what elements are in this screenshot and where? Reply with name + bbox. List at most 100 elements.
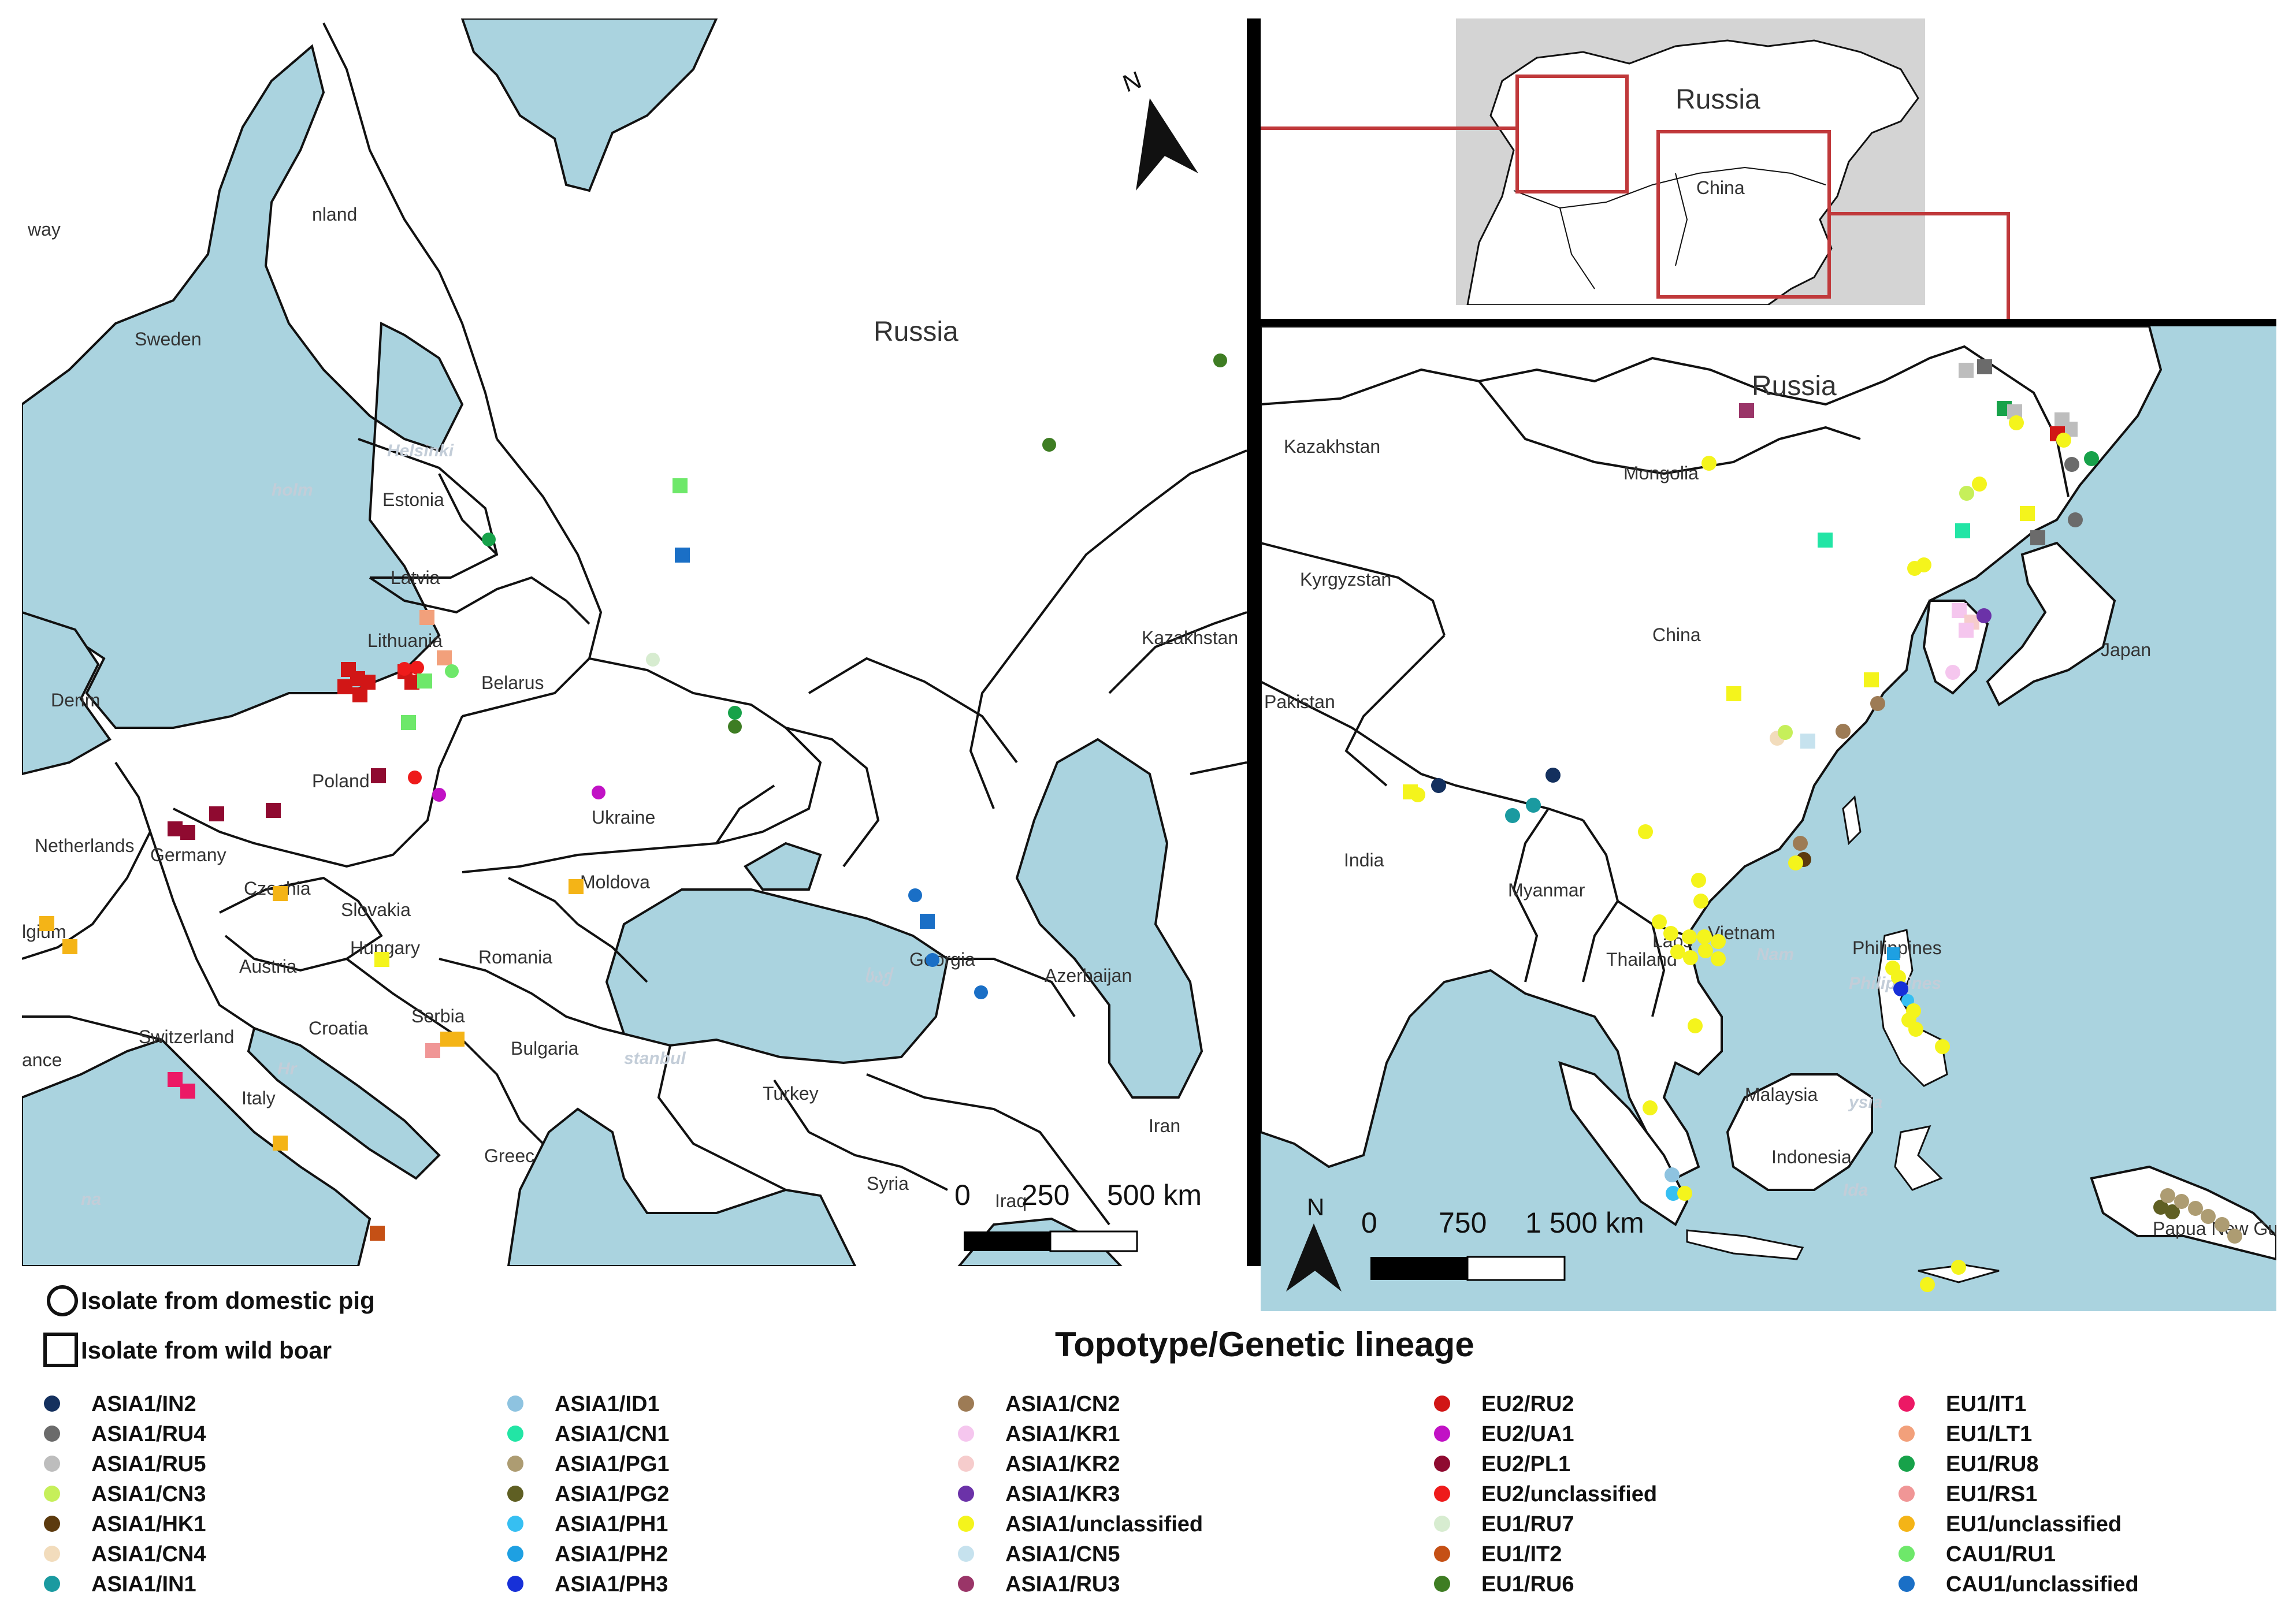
europe-scale-bar: 0 250 500 km [954, 1179, 1202, 1252]
legend-label: EU1/RU6 [1481, 1572, 1574, 1597]
legend-square-label: Isolate from wild boar [81, 1337, 332, 1364]
marker-europe-eu2-ru2 [397, 662, 411, 676]
marker-europe-cau1-ru1 [445, 664, 459, 678]
shape-legend: Isolate from domestic pig Isolate from w… [43, 1285, 375, 1367]
label-azerbaijan: Azerbaijan [1045, 965, 1132, 986]
marker-europe-eu1-unclassified [449, 1032, 465, 1047]
europe-borders [22, 23, 1247, 1226]
legend-label: ASIA1/PH3 [555, 1572, 668, 1597]
marker-asia-asia1-ph2 [1887, 947, 1900, 960]
legend-label: ASIA1/KR2 [1005, 1452, 1120, 1476]
marker-asia-asia1-unclassified [1788, 855, 1803, 870]
legend-swatch [1434, 1426, 1450, 1442]
label-turkey: Turkey [763, 1083, 819, 1104]
asia-label-china: China [1652, 624, 1701, 645]
marker-asia-asia1-pg2 [2165, 1204, 2180, 1219]
legend-label: ASIA1/ID1 [555, 1392, 660, 1416]
marker-asia-asia1-unclassified [1697, 929, 1712, 944]
legend-swatch [958, 1516, 974, 1532]
marker-europe-eu2-ua1 [592, 786, 605, 799]
marker-asia-asia1-unclassified [1908, 1022, 1923, 1037]
legend-swatch [1434, 1546, 1450, 1562]
marker-asia-asia1-unclassified [2009, 415, 2024, 430]
label-georgia-native: საქ [864, 967, 894, 987]
marker-europe-eu2-ru2 [337, 679, 352, 694]
label-iraq: Iraq [995, 1190, 1027, 1211]
marker-asia-asia1-unclassified [1670, 944, 1685, 959]
legend-swatch [958, 1426, 974, 1442]
label-georgia: Georgia [909, 949, 975, 970]
marker-europe-cau1-unclassified [974, 985, 988, 999]
marker-asia-asia1-ph1 [1901, 994, 1914, 1007]
asia-mainland [1261, 326, 2163, 1180]
legend-swatch [507, 1576, 523, 1592]
label-germany: Germany [150, 844, 226, 865]
asia-north-arrow: N [1286, 1193, 1342, 1292]
label-istanbul: stanbul [624, 1049, 686, 1068]
label-france: ance [22, 1050, 62, 1070]
europe-scale-mid: 250 [1021, 1179, 1069, 1211]
legend-swatch [958, 1486, 974, 1502]
inset-europe-box [1515, 75, 1629, 193]
label-italy: Italy [242, 1088, 276, 1108]
marker-europe-eu1-unclassified [62, 939, 77, 954]
label-iran: Iran [1149, 1115, 1180, 1136]
europe-map: nland Sweden way Estonia Latvia Lithuani… [22, 18, 1247, 1266]
asia-isolate-markers [1403, 359, 2242, 1292]
legend-swatch [44, 1546, 60, 1562]
legend-label: EU1/unclassified [1946, 1512, 2122, 1536]
asia-label-thailand: Thailand [1606, 949, 1677, 970]
asia-scale-end: 1 500 km [1525, 1207, 1644, 1239]
marker-asia-asia1-in1 [1526, 798, 1541, 813]
baltic-sea [22, 44, 464, 729]
marker-asia-asia1-unclassified [1726, 686, 1741, 701]
marker-asia-asia1-unclassified [1920, 1277, 1935, 1292]
legend-swatch [1434, 1456, 1450, 1472]
marker-europe-eu1-it1 [168, 1072, 183, 1087]
marker-europe-eu1-ru6 [728, 720, 742, 734]
marker-asia-asia1-unclassified [1638, 824, 1653, 839]
marker-asia-asia1-cn5 [1800, 734, 1815, 749]
asia-label-japan: Japan [2101, 639, 2151, 660]
label-sweden: Sweden [135, 329, 202, 349]
legend-label: ASIA1/CN5 [1005, 1542, 1120, 1566]
marker-europe-eu1-it2 [370, 1226, 385, 1241]
marker-asia-asia1-in2 [1545, 768, 1561, 783]
legend-swatch [958, 1456, 974, 1472]
legend-label: ASIA1/CN4 [91, 1542, 206, 1566]
legend-label: ASIA1/PG1 [555, 1452, 670, 1476]
marker-europe-eu1-ru8 [482, 533, 496, 546]
asia-java [1686, 1229, 1804, 1260]
europe-scale-0: 0 [954, 1179, 971, 1211]
marker-europe-eu1-ru6 [1042, 438, 1056, 452]
marker-asia-asia1-unclassified [1693, 894, 1708, 909]
marker-europe-eu1-ru6 [1213, 353, 1227, 367]
marker-europe-eu2-pl1 [371, 768, 386, 783]
marker-europe-cau1-unclassified [675, 548, 690, 563]
label-netherlands: Netherlands [35, 835, 135, 856]
marker-asia-asia1-cn1 [1955, 523, 1970, 538]
label-hr: Hr [277, 1059, 298, 1078]
marker-asia-asia1-ru4 [2064, 457, 2079, 472]
legend-swatch [1899, 1456, 1915, 1472]
asia-label-indonesia: Indonesia [1771, 1147, 1852, 1167]
legend-swatch [44, 1486, 60, 1502]
label-ukraine: Ukraine [592, 807, 655, 828]
marker-asia-asia1-ru4 [1977, 359, 1992, 374]
lineage-legend: ASIA1/IN2 ASIA1/RU4 ASIA1/RU5 ASIA1/CN3 ASIA… [44, 1392, 2139, 1597]
asia-label-kyrgyzstan: Kyrgyzstan [1300, 569, 1391, 590]
legend-swatch [1899, 1516, 1915, 1532]
marker-asia-asia1-kr1 [1952, 603, 1967, 618]
asia-label-ysia: ysia [1848, 1093, 1882, 1112]
asia-label-malaysia: Malaysia [1745, 1084, 1818, 1105]
aegean-sea [507, 1107, 857, 1266]
asia-label-nam: Nam [1756, 945, 1794, 964]
legend-swatch [1899, 1546, 1915, 1562]
label-kazakhstan: Kazakhstan [1142, 627, 1238, 648]
legend-label: ASIA1/RU3 [1005, 1572, 1120, 1597]
label-latvia: Latvia [391, 567, 440, 588]
marker-europe-cau1-ru1 [673, 478, 688, 493]
marker-asia-asia1-unclassified [1691, 873, 1706, 888]
legend-swatch [958, 1546, 974, 1562]
